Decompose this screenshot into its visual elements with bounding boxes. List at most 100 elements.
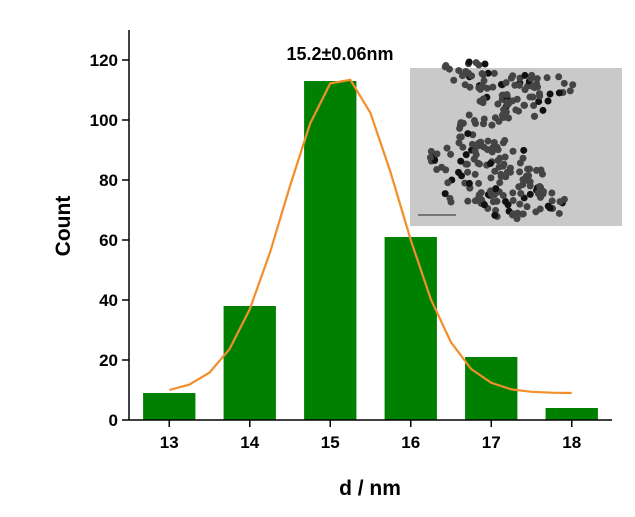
particle xyxy=(462,151,470,159)
particle xyxy=(465,111,473,119)
particle xyxy=(491,211,499,219)
particle xyxy=(496,154,504,162)
particle xyxy=(509,72,517,80)
particle xyxy=(537,166,545,174)
particle xyxy=(521,71,529,79)
particle xyxy=(509,197,517,205)
particle xyxy=(484,137,492,145)
particle xyxy=(479,71,487,79)
particle xyxy=(537,183,545,191)
bar xyxy=(384,237,437,420)
particle xyxy=(546,90,554,98)
particle xyxy=(464,69,472,77)
particle xyxy=(488,190,496,198)
particle xyxy=(523,203,531,211)
bar xyxy=(304,81,357,420)
y-tick-label: 80 xyxy=(99,171,118,190)
particle xyxy=(511,81,519,89)
particle xyxy=(521,86,529,94)
particle xyxy=(535,90,543,98)
bar xyxy=(143,393,196,420)
particle xyxy=(474,159,482,167)
y-tick-label: 20 xyxy=(99,351,118,370)
particle xyxy=(475,61,483,69)
particle xyxy=(444,179,452,187)
particle xyxy=(455,139,463,147)
particle xyxy=(475,179,483,187)
particle xyxy=(509,97,517,105)
particle xyxy=(475,193,483,201)
annotation: 15.2±0.06nm xyxy=(287,44,394,64)
particle xyxy=(503,98,511,106)
particle xyxy=(479,120,487,128)
particle xyxy=(555,209,563,217)
x-axis-title: d / nm xyxy=(339,477,401,500)
particle xyxy=(481,60,489,68)
particle xyxy=(455,67,463,75)
particle xyxy=(433,165,441,173)
particle xyxy=(427,147,435,155)
particle xyxy=(536,205,544,213)
particle xyxy=(569,81,577,89)
particle xyxy=(516,200,524,208)
particle xyxy=(498,91,506,99)
particle xyxy=(486,159,494,167)
particle xyxy=(502,79,510,87)
particle xyxy=(441,63,449,71)
particle xyxy=(544,202,552,210)
particle xyxy=(517,190,525,198)
bar xyxy=(223,306,276,420)
particle xyxy=(480,201,488,209)
particle xyxy=(543,74,551,82)
particle xyxy=(500,160,508,168)
particle xyxy=(509,189,517,197)
y-tick-label: 0 xyxy=(109,411,118,430)
particle xyxy=(433,150,441,158)
particle xyxy=(490,69,498,77)
y-tick-label: 60 xyxy=(99,231,118,250)
particle xyxy=(447,150,455,158)
particle xyxy=(471,170,479,178)
particle xyxy=(520,146,528,154)
particle xyxy=(465,58,473,66)
particle xyxy=(509,147,517,155)
particle xyxy=(464,168,472,176)
particle xyxy=(455,168,463,176)
particle xyxy=(519,154,527,162)
x-tick-label: 16 xyxy=(401,433,420,452)
inset-image xyxy=(410,58,622,226)
particle xyxy=(441,190,449,198)
particle xyxy=(535,190,543,198)
x-tick-label: 18 xyxy=(562,433,581,452)
particle xyxy=(496,179,504,187)
particle xyxy=(526,93,534,101)
particle xyxy=(524,177,532,185)
particle xyxy=(489,198,497,206)
particle xyxy=(535,98,543,106)
particle xyxy=(548,189,556,197)
y-tick-label: 40 xyxy=(99,291,118,310)
particle xyxy=(533,75,541,83)
particle xyxy=(526,190,534,198)
particle xyxy=(544,97,552,105)
y-axis-title: Count xyxy=(52,196,75,257)
particle xyxy=(532,80,540,88)
particle xyxy=(483,145,491,153)
particle xyxy=(566,87,574,95)
particle xyxy=(501,153,509,161)
particle xyxy=(500,106,508,114)
particle xyxy=(539,106,547,114)
particle xyxy=(548,197,556,205)
particle xyxy=(530,102,538,110)
x-tick-label: 15 xyxy=(321,433,340,452)
particle xyxy=(555,89,563,97)
bar xyxy=(545,408,598,420)
particle xyxy=(443,144,451,152)
particle xyxy=(450,76,458,84)
particle xyxy=(515,107,523,115)
particle xyxy=(487,174,495,182)
particle xyxy=(506,164,514,172)
particle xyxy=(504,201,512,209)
particle xyxy=(488,121,496,129)
particle xyxy=(526,165,534,173)
